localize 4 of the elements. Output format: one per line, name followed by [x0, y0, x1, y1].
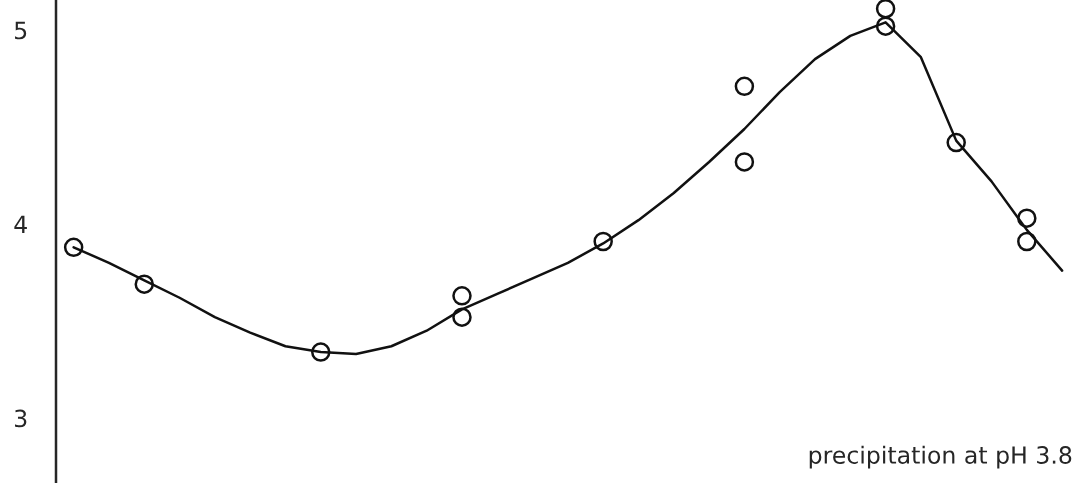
y-tick-label: 4 — [14, 215, 27, 234]
y-tick-label: 5 — [15, 21, 27, 40]
y-tick-label: 3 — [15, 409, 27, 428]
annotation: precipitation at pH 3.8 — [809, 445, 1072, 469]
